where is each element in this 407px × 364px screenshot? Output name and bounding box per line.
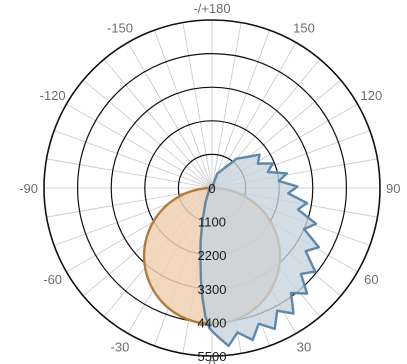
angle-label-60: 60: [364, 272, 378, 287]
grid-spoke: [103, 59, 213, 189]
angle-label-150: 150: [293, 21, 315, 36]
radial-tick-label: 1100: [198, 215, 226, 230]
angle-label-neg150: -150: [107, 21, 133, 36]
grid-spoke: [211, 22, 242, 189]
grid-spoke: [182, 22, 213, 189]
series-layer: [142, 153, 321, 348]
angle-label-neg30: -30: [111, 339, 130, 354]
grid-spoke: [53, 130, 213, 189]
radial-tick-label: 2200: [198, 248, 227, 263]
angle-label-neg90: -90: [19, 181, 38, 196]
grid-spoke: [83, 79, 213, 189]
grid-spoke: [46, 158, 213, 189]
angle-label-30: 30: [297, 339, 311, 354]
angle-label-0: 0: [208, 357, 215, 364]
grid-spoke: [154, 29, 213, 189]
angle-label-neg120: -120: [40, 88, 66, 103]
radial-tick-label: 0: [208, 181, 215, 196]
angle-label-neg60: -60: [43, 272, 62, 287]
angle-label-120: 120: [360, 88, 382, 103]
grid-spoke: [66, 103, 213, 189]
radial-tick-label: 5500: [198, 349, 227, 364]
grid-spoke: [211, 42, 297, 189]
series-2-area: [199, 153, 321, 348]
grid-spoke: [127, 42, 213, 189]
label-layer: -/+180 150 120 90 60 30 0 -30 -60 -90 -120 -150 0 110…: [19, 1, 400, 364]
outer-ring: [43, 19, 381, 357]
radial-tick-label: 3300: [198, 282, 227, 297]
angle-label-180: -/+180: [193, 1, 230, 16]
angle-label-90: 90: [386, 181, 400, 196]
radial-tick-label: 4400: [198, 315, 227, 330]
grid-spoke: [211, 29, 270, 189]
